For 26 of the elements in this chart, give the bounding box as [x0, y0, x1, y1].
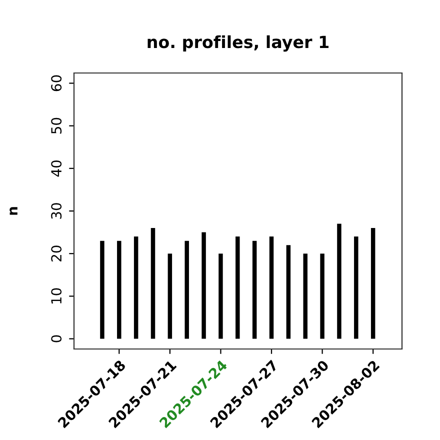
bar	[100, 240, 104, 339]
bar	[252, 240, 257, 339]
bar	[303, 254, 308, 339]
bar	[370, 228, 376, 339]
bar	[117, 240, 122, 339]
bar	[218, 254, 223, 339]
bar	[286, 245, 291, 339]
bar	[134, 236, 138, 339]
y-tick-label: 20	[51, 246, 62, 262]
y-tick-label: 0	[51, 335, 62, 342]
bar	[184, 240, 189, 339]
bar	[269, 236, 274, 339]
bar	[202, 232, 206, 339]
bar	[354, 236, 358, 339]
y-tick-label: 10	[51, 288, 62, 304]
y-tick-label: 30	[51, 203, 62, 219]
y-axis-title: n	[10, 207, 18, 215]
y-tick-label: 60	[51, 75, 62, 92]
bar	[168, 254, 172, 339]
bar	[320, 254, 324, 339]
bar	[150, 228, 156, 339]
y-tick-label: 50	[51, 118, 62, 134]
bar	[236, 236, 240, 339]
bar	[337, 224, 342, 339]
chart-title: no. profiles, layer 1	[148, 35, 329, 52]
y-tick-label: 40	[51, 160, 62, 177]
